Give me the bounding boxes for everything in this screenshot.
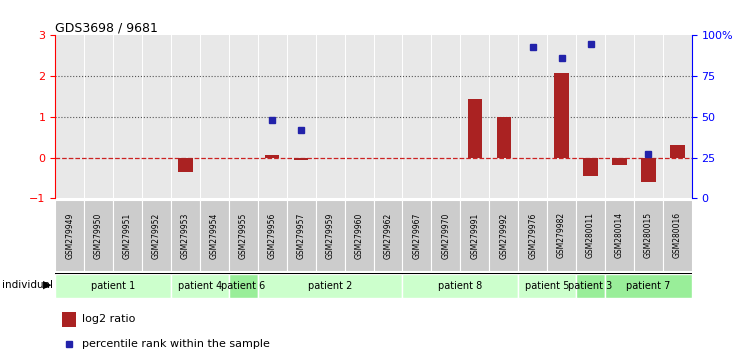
Text: patient 4: patient 4 bbox=[178, 281, 222, 291]
Text: GSM279955: GSM279955 bbox=[238, 212, 248, 259]
FancyBboxPatch shape bbox=[460, 200, 489, 271]
FancyBboxPatch shape bbox=[663, 200, 692, 271]
FancyBboxPatch shape bbox=[518, 274, 576, 298]
Text: ▶: ▶ bbox=[43, 280, 52, 290]
FancyBboxPatch shape bbox=[258, 200, 287, 271]
Text: patient 3: patient 3 bbox=[568, 281, 612, 291]
Text: patient 6: patient 6 bbox=[222, 281, 266, 291]
FancyBboxPatch shape bbox=[605, 274, 692, 298]
Text: patient 1: patient 1 bbox=[91, 281, 135, 291]
FancyBboxPatch shape bbox=[373, 200, 403, 271]
Text: GSM280016: GSM280016 bbox=[673, 212, 682, 258]
Text: GSM279953: GSM279953 bbox=[181, 212, 190, 259]
FancyBboxPatch shape bbox=[403, 274, 518, 298]
FancyBboxPatch shape bbox=[576, 200, 605, 271]
FancyBboxPatch shape bbox=[287, 200, 316, 271]
FancyBboxPatch shape bbox=[403, 200, 431, 271]
FancyBboxPatch shape bbox=[576, 274, 605, 298]
FancyBboxPatch shape bbox=[84, 200, 113, 271]
Text: GSM279950: GSM279950 bbox=[94, 212, 103, 259]
Text: GSM279959: GSM279959 bbox=[325, 212, 335, 259]
Text: GSM279951: GSM279951 bbox=[123, 212, 132, 258]
Bar bbox=[554, 73, 569, 158]
FancyBboxPatch shape bbox=[55, 274, 171, 298]
FancyBboxPatch shape bbox=[229, 200, 258, 271]
Text: GSM280014: GSM280014 bbox=[615, 212, 624, 258]
Text: GSM279982: GSM279982 bbox=[557, 212, 566, 258]
Text: GSM279991: GSM279991 bbox=[470, 212, 479, 258]
Text: GSM279992: GSM279992 bbox=[499, 212, 509, 258]
FancyBboxPatch shape bbox=[634, 200, 663, 271]
Text: individual: individual bbox=[2, 280, 53, 290]
Text: GSM279952: GSM279952 bbox=[152, 212, 161, 258]
Bar bbox=[612, 158, 627, 165]
Text: GSM280011: GSM280011 bbox=[586, 212, 595, 258]
Bar bbox=[265, 155, 280, 158]
FancyBboxPatch shape bbox=[547, 200, 576, 271]
Bar bbox=[294, 158, 308, 160]
Bar bbox=[62, 312, 76, 327]
FancyBboxPatch shape bbox=[113, 200, 142, 271]
FancyBboxPatch shape bbox=[258, 274, 403, 298]
Text: patient 8: patient 8 bbox=[438, 281, 483, 291]
FancyBboxPatch shape bbox=[316, 200, 344, 271]
Text: GSM279962: GSM279962 bbox=[383, 212, 392, 258]
Bar bbox=[641, 158, 656, 182]
FancyBboxPatch shape bbox=[200, 200, 229, 271]
Text: GSM279976: GSM279976 bbox=[528, 212, 537, 259]
Text: patient 7: patient 7 bbox=[626, 281, 670, 291]
Text: GSM279954: GSM279954 bbox=[210, 212, 219, 259]
FancyBboxPatch shape bbox=[229, 274, 258, 298]
FancyBboxPatch shape bbox=[171, 274, 229, 298]
Bar bbox=[178, 158, 193, 172]
Text: patient 2: patient 2 bbox=[308, 281, 353, 291]
Bar bbox=[584, 158, 598, 176]
Text: GSM279967: GSM279967 bbox=[412, 212, 422, 259]
Text: log2 ratio: log2 ratio bbox=[82, 314, 135, 324]
Bar bbox=[497, 117, 511, 158]
Text: GSM279949: GSM279949 bbox=[66, 212, 74, 259]
FancyBboxPatch shape bbox=[344, 200, 373, 271]
Text: GDS3698 / 9681: GDS3698 / 9681 bbox=[55, 21, 158, 34]
Text: GSM280015: GSM280015 bbox=[644, 212, 653, 258]
Bar bbox=[467, 98, 482, 158]
Bar bbox=[670, 145, 684, 158]
Text: percentile rank within the sample: percentile rank within the sample bbox=[82, 339, 270, 349]
Text: GSM279970: GSM279970 bbox=[442, 212, 450, 259]
FancyBboxPatch shape bbox=[518, 200, 547, 271]
FancyBboxPatch shape bbox=[55, 200, 84, 271]
Text: GSM279957: GSM279957 bbox=[297, 212, 305, 259]
FancyBboxPatch shape bbox=[605, 200, 634, 271]
Text: patient 5: patient 5 bbox=[525, 281, 570, 291]
FancyBboxPatch shape bbox=[431, 200, 460, 271]
Text: GSM279956: GSM279956 bbox=[268, 212, 277, 259]
FancyBboxPatch shape bbox=[171, 200, 200, 271]
FancyBboxPatch shape bbox=[489, 200, 518, 271]
FancyBboxPatch shape bbox=[142, 200, 171, 271]
Text: GSM279960: GSM279960 bbox=[355, 212, 364, 259]
